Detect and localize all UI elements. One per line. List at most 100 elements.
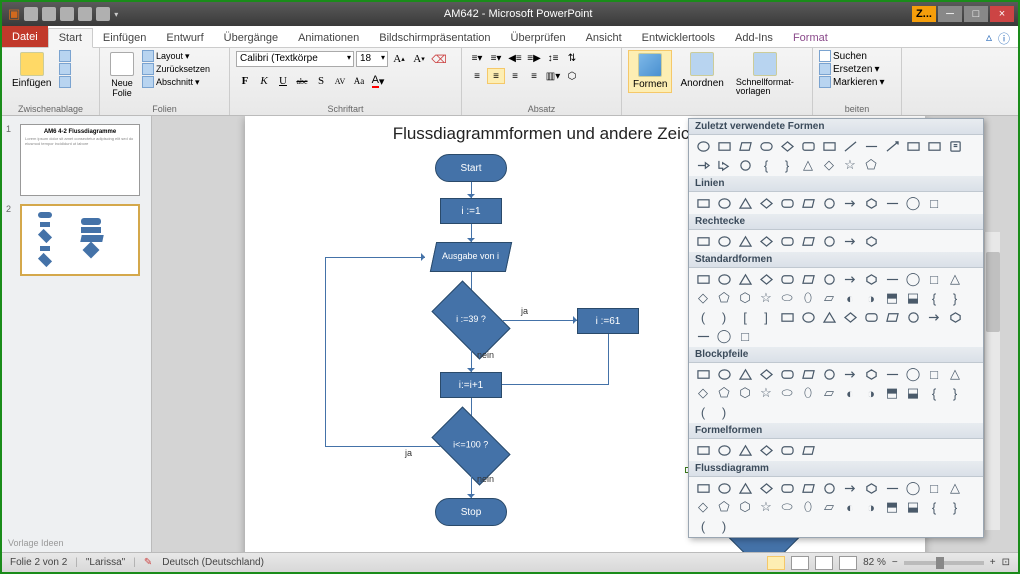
reading-view-button[interactable] (815, 556, 833, 570)
maximize-button[interactable]: □ (964, 6, 988, 22)
bold-button[interactable]: F (236, 72, 254, 90)
user-badge[interactable]: Z... (912, 6, 936, 22)
shape-option[interactable] (777, 137, 797, 155)
shape-option[interactable] (798, 232, 818, 250)
shape-option[interactable]: } (945, 289, 965, 307)
shape-option[interactable]: □ (924, 365, 944, 383)
minimize-ribbon-icon[interactable]: ▵ (986, 30, 992, 47)
shape-option[interactable] (777, 441, 797, 459)
shape-option[interactable] (861, 308, 881, 326)
shape-option[interactable]: △ (798, 156, 818, 174)
thumb-2[interactable]: 2 (6, 204, 147, 276)
shape-option[interactable] (735, 156, 755, 174)
shape-option[interactable]: ⬠ (714, 289, 734, 307)
format-painter-button[interactable] (59, 76, 71, 88)
shape-option[interactable]: ⬓ (903, 498, 923, 516)
shape-option[interactable]: ◇ (819, 156, 839, 174)
new-slide-button[interactable]: Neue Folie (106, 50, 138, 100)
paste-button[interactable]: Einfügen (8, 50, 55, 91)
shape-option[interactable]: ◯ (903, 194, 923, 212)
shape-option[interactable]: } (945, 498, 965, 516)
shape-option[interactable]: ◑ (861, 498, 881, 516)
minimize-button[interactable]: ─ (938, 6, 962, 22)
tab-start[interactable]: Start (48, 28, 93, 48)
shape-option[interactable] (693, 156, 713, 174)
shape-option[interactable] (777, 194, 797, 212)
shape-option[interactable] (714, 137, 734, 155)
shape-option[interactable] (819, 137, 839, 155)
shape-option[interactable]: ⬒ (882, 498, 902, 516)
shape-option[interactable] (714, 441, 734, 459)
shape-option[interactable]: ◐ (840, 384, 860, 402)
shape-option[interactable] (756, 479, 776, 497)
shape-option[interactable]: ( (693, 403, 713, 421)
shape-option[interactable] (714, 194, 734, 212)
shape-option[interactable] (819, 270, 839, 288)
shape-option[interactable] (735, 232, 755, 250)
shape-option[interactable] (819, 194, 839, 212)
align-right-button[interactable]: ≡ (506, 68, 524, 84)
shape-option[interactable]: △ (945, 270, 965, 288)
shape-option[interactable] (882, 137, 902, 155)
shape-option[interactable] (882, 194, 902, 212)
shape-option[interactable]: □ (735, 327, 755, 345)
font-size-select[interactable]: 18 (356, 51, 388, 67)
shape-option[interactable] (735, 479, 755, 497)
replace-button[interactable]: Ersetzen ▾ (819, 63, 885, 75)
shape-option[interactable]: ⬠ (714, 498, 734, 516)
font-family-select[interactable]: Calibri (Textkörpe (236, 51, 354, 67)
shape-option[interactable] (735, 270, 755, 288)
indent-inc-button[interactable]: ≡▶ (525, 50, 543, 66)
underline-button[interactable]: U (274, 72, 292, 90)
language[interactable]: Deutsch (Deutschland) (162, 557, 264, 568)
shape-option[interactable]: ( (693, 517, 713, 535)
shape-option[interactable] (735, 441, 755, 459)
shape-option[interactable] (840, 137, 860, 155)
shape-option[interactable]: ] (756, 308, 776, 326)
shape-option[interactable] (861, 365, 881, 383)
tab-addins[interactable]: Add-Ins (725, 29, 783, 47)
shape-option[interactable] (735, 194, 755, 212)
shape-option[interactable]: △ (945, 479, 965, 497)
shape-option[interactable]: ) (714, 308, 734, 326)
shape-option[interactable] (735, 137, 755, 155)
shape-option[interactable] (840, 194, 860, 212)
shape-option[interactable] (798, 365, 818, 383)
tab-bildschirm[interactable]: Bildschirmpräsentation (369, 29, 500, 47)
shape-option[interactable]: ▱ (819, 384, 839, 402)
select-button[interactable]: Markieren ▾ (819, 76, 885, 88)
slideshow-view-button[interactable] (839, 556, 857, 570)
shape-option[interactable] (882, 270, 902, 288)
tab-uebergaenge[interactable]: Übergänge (214, 29, 288, 47)
shape-option[interactable]: ◑ (861, 384, 881, 402)
reset-button[interactable]: Zurücksetzen (142, 63, 210, 75)
close-button[interactable]: × (990, 6, 1014, 22)
shape-option[interactable] (693, 270, 713, 288)
line-spacing-button[interactable]: ↕≡ (544, 50, 562, 66)
shape-option[interactable]: } (777, 156, 797, 174)
shape-option[interactable]: ⬯ (798, 498, 818, 516)
shape-option[interactable]: ☆ (756, 498, 776, 516)
shape-option[interactable]: ⬡ (735, 498, 755, 516)
shape-option[interactable]: ◐ (840, 498, 860, 516)
shape-option[interactable] (798, 270, 818, 288)
shape-option[interactable]: ⬒ (882, 384, 902, 402)
shape-option[interactable] (714, 270, 734, 288)
shape-option[interactable]: ◇ (693, 289, 713, 307)
fc-inc[interactable]: i:=i+1 (440, 372, 502, 398)
shape-option[interactable] (693, 479, 713, 497)
cut-button[interactable] (59, 50, 71, 62)
shape-option[interactable] (882, 479, 902, 497)
qat-icon[interactable] (78, 7, 92, 21)
shape-option[interactable]: ⬭ (777, 289, 797, 307)
shape-option[interactable] (924, 308, 944, 326)
case-button[interactable]: Aa (350, 72, 368, 90)
undo-icon[interactable] (42, 7, 56, 21)
shape-option[interactable]: { (924, 289, 944, 307)
font-color-button[interactable]: A▾ (369, 72, 387, 90)
section-button[interactable]: Abschnitt ▾ (142, 76, 210, 88)
tab-animationen[interactable]: Animationen (288, 29, 369, 47)
shape-option[interactable] (840, 308, 860, 326)
shape-option[interactable]: ▱ (819, 289, 839, 307)
shape-option[interactable] (819, 365, 839, 383)
